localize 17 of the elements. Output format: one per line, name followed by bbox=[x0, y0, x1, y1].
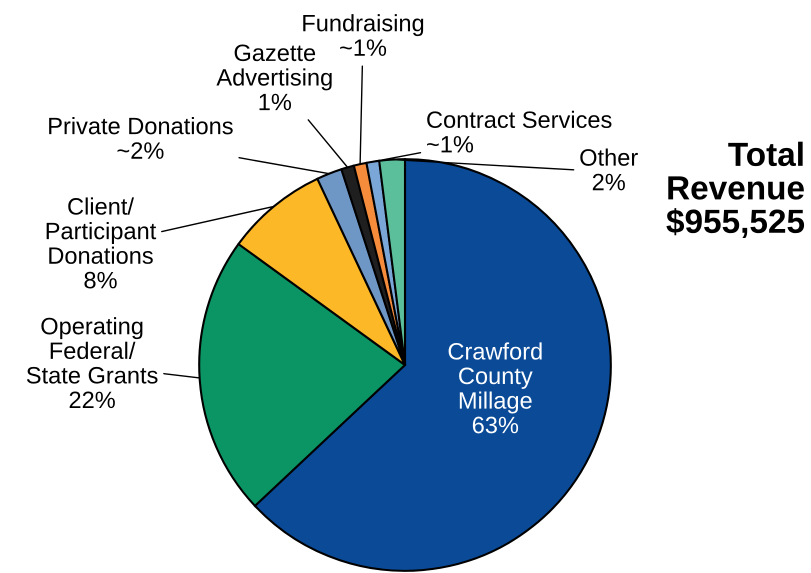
data-label: 8% bbox=[84, 272, 117, 289]
slice-label: Gazette Advertising bbox=[216, 44, 332, 90]
slice-label: Other bbox=[580, 148, 638, 166]
data-label: ~2% bbox=[118, 142, 164, 159]
slice-label: Contract Services bbox=[427, 110, 612, 128]
slice-label: Crawford County Millage bbox=[448, 342, 542, 414]
data-label: 63% bbox=[472, 416, 518, 434]
slice-label: Fundraising bbox=[303, 14, 424, 36]
slice-label: Private Donations bbox=[49, 117, 233, 134]
data-label: 1% bbox=[260, 94, 292, 110]
data-label: ~1% bbox=[427, 136, 474, 153]
data-label: 22% bbox=[70, 391, 115, 408]
text: Total Revenue $955,525 bbox=[666, 142, 804, 238]
slice-label: Client/ Participant Donations bbox=[46, 197, 156, 264]
slice-label: Operating Federal/ State Grants bbox=[26, 317, 158, 384]
data-label: ~1% bbox=[340, 39, 386, 56]
data-label: 2% bbox=[592, 174, 625, 190]
